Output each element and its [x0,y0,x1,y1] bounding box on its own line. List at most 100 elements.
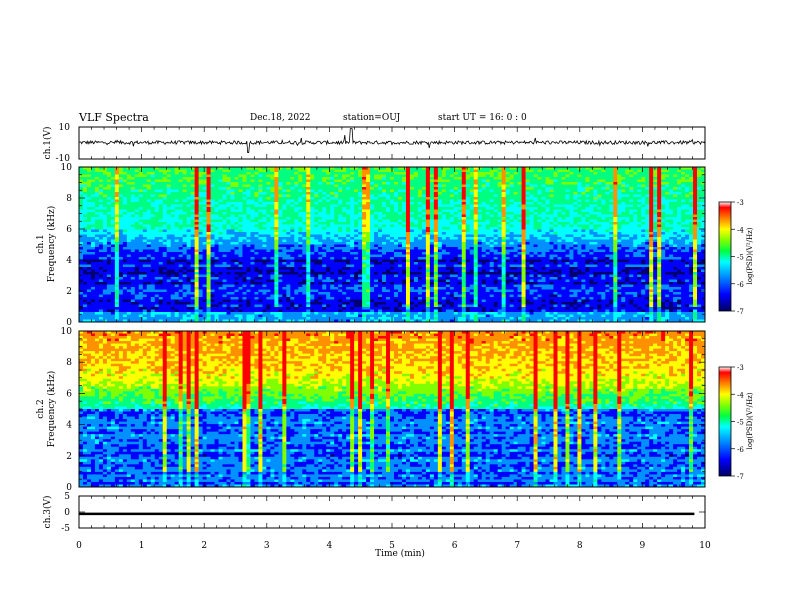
spectrogram-cell [94,177,100,180]
spectrogram-cell [417,169,423,173]
spectrogram-cell [234,204,239,208]
spectrogram-cell [162,187,168,190]
spectrogram-cell [521,194,526,198]
spectrogram-cell [677,187,682,190]
spectrogram-cell [449,222,455,225]
spectrogram-cell [405,182,411,185]
spectrogram-cell [501,172,506,175]
spectrogram-cell [314,197,319,200]
spectrogram-cell [573,209,578,213]
spectrogram-cell [493,214,499,218]
spectrogram-cell [382,212,387,215]
spectrogram-cell [322,172,327,175]
spectrogram-cell [505,199,510,203]
spectrogram-cell [481,217,487,220]
spectrogram-cell [453,177,459,180]
spectrogram-cell [457,184,463,188]
spectrogram-cell [637,227,642,230]
spectrogram-cell [206,182,211,185]
spectrogram-cell [270,182,275,185]
spectrogram-cell [158,192,164,195]
spectrogram-cell [649,169,654,173]
spectrogram-cell [613,219,618,223]
spectrogram-cell [537,192,542,195]
spectrogram-cell [378,242,383,245]
spectrogram-cell [449,184,455,188]
spectrogram-cell [469,219,475,223]
spectrogram-cell [110,222,116,225]
spectrogram-cell [449,232,455,235]
spectrogram-cell [449,237,455,240]
spectrogram-cell [262,187,267,190]
spectrogram-cell [617,182,622,185]
spectrogram-cell [541,232,546,235]
spectrogram-cell [557,242,562,245]
spectrogram-cell [473,207,479,210]
spectrogram-cell [174,237,180,240]
spectrogram-cell [545,209,550,213]
spectrogram-cell [569,214,574,218]
spectrogram-cell [146,167,152,170]
spectrogram-cell [517,229,522,233]
spectrogram-cell [633,232,638,235]
spectrogram-cell [545,239,550,243]
spectrogram-cell [350,239,355,243]
spectrogram-cell [186,224,191,228]
spectrogram-cell [294,169,299,173]
spectrogram-cell [621,199,626,203]
spectrogram-cell [346,214,351,218]
spectrogram-cell [290,189,295,193]
spectrogram-cell [485,197,491,200]
spectrogram-cell [134,219,140,223]
spectrogram-cell [433,214,439,218]
spectrogram-cell [274,172,279,175]
spectrogram-cell [138,169,144,173]
spectrogram-cell [322,177,327,180]
spectrogram-cell [633,217,638,220]
spectrogram-cell [433,174,439,178]
spectrogram-cell [374,234,379,238]
spectrogram-cell [338,174,343,178]
spectrogram-cell [541,202,546,205]
spectrogram-cell [190,207,195,210]
spectrogram-cell [118,177,124,180]
spectrogram-cell [294,187,299,190]
spectrogram-cell [609,219,614,223]
spectrogram-cell [326,179,331,183]
spectrogram-cell [501,207,506,210]
spectrogram-cell [86,212,92,215]
spectrogram-cell [266,227,271,230]
spectrogram-cell [581,224,586,228]
spectrogram-cell [397,209,403,213]
spectrogram-cell [126,222,132,225]
spectrogram-cell [322,199,327,203]
spectrogram-cell [425,239,431,243]
spectrogram-cell [190,224,195,228]
spectrogram-cell [657,234,662,238]
spectrogram-cell [545,174,550,178]
spectrogram-cell [481,219,487,223]
spectrogram-cell [533,242,538,245]
spectrogram-cell [382,179,387,183]
spectrogram-cell [298,179,303,183]
spectrogram-cell [242,224,247,228]
spectrogram-cell [222,204,227,208]
spectrogram-cell [122,212,128,215]
spectrogram-cell [449,224,455,228]
spectrogram-cell [441,209,447,213]
spectrogram-cell [573,234,578,238]
spectrogram-cell [194,202,199,205]
spectrogram-cell [214,199,219,203]
spectrogram-cell [457,209,463,213]
spectrogram-cell [665,229,670,233]
spectrogram-cell [485,217,491,220]
spectrogram-cell [581,189,586,193]
spectrogram-cell [246,212,251,215]
spectrogram-cell [525,212,530,215]
spectrogram-cell [621,229,626,233]
spectrogram-cell [79,199,84,203]
spectrogram-cell [90,202,96,205]
spectrogram-cell [553,237,558,240]
spectrogram-cell [417,237,423,240]
spectrogram-cell [453,202,459,205]
